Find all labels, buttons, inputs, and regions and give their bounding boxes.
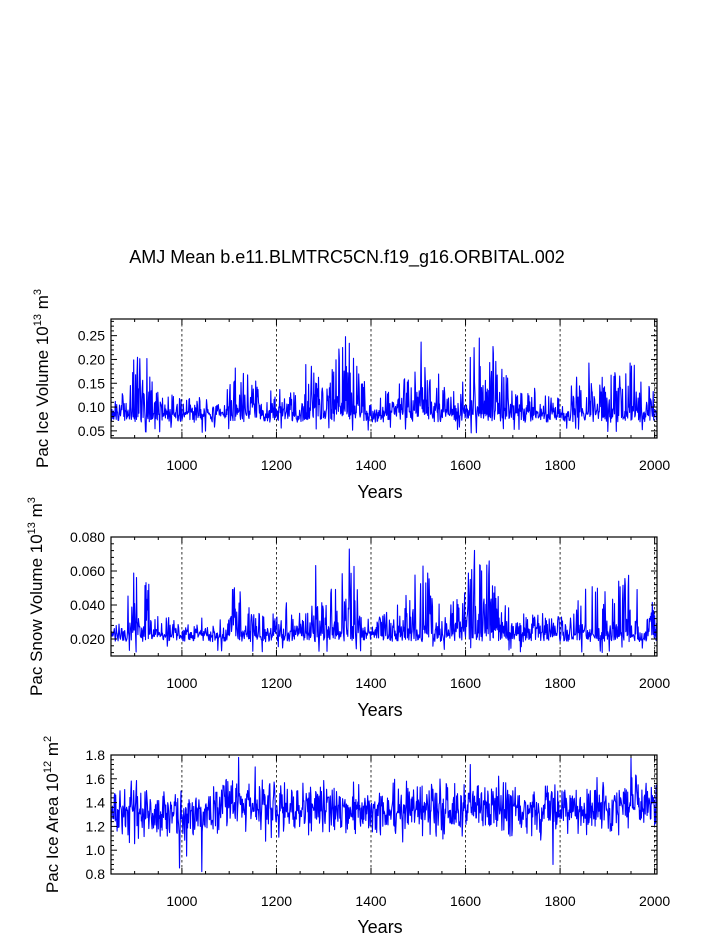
y-tick-label: 0.25: [78, 328, 105, 344]
y-tick-label: 0.05: [78, 423, 105, 439]
panel-snow-volume: 1000 1200 1400 1600 1800 2000 0.020 0.040 0.060 0…: [26, 497, 670, 720]
chart-title: AMJ Mean b.e11.BLMTRC5CN.f19_g16.ORBITAL…: [129, 247, 565, 267]
series-line-volume: [110, 336, 658, 434]
y-tick-label: 1.4: [86, 795, 106, 811]
y-tick-label: 1.2: [86, 818, 106, 834]
y-axis-label: Pac Snow Volume 1013 m3: [26, 497, 46, 696]
y-tick-label: 0.060: [70, 563, 105, 579]
y-tick-label: 1.0: [86, 842, 106, 858]
y-tick-label: 0.20: [78, 351, 105, 367]
y-axis-label: Pac Ice Volume 1013 m3: [32, 289, 52, 468]
y-tick-label: 1.8: [86, 747, 106, 763]
panel-ice-volume: 1000 1200 1400 1600 1800 2000 0.05 0.10 0.15 0.20…: [32, 289, 670, 502]
series-line-snow: [110, 548, 658, 654]
y-tick-label: 0.020: [70, 631, 105, 647]
x-tick-label: 2000: [639, 457, 670, 473]
y-tick-label: 0.080: [70, 529, 105, 545]
x-tick-label: 1600: [450, 675, 481, 691]
x-tick-label: 1200: [261, 893, 292, 909]
panel-ice-area: 1000 1200 1400 1600 1800 2000 0.8 1.0 1.2 1.4 1.6 1…: [42, 736, 670, 935]
y-tick-label: 1.6: [86, 771, 106, 787]
x-tick-label: 1800: [545, 893, 576, 909]
x-tick-label: 1200: [261, 457, 292, 473]
x-tick-label: 1600: [450, 457, 481, 473]
x-tick-label: 1600: [450, 893, 481, 909]
x-axis-label: Years: [357, 482, 402, 502]
x-tick-label: 2000: [639, 893, 670, 909]
plot-frame: [110, 536, 658, 657]
x-tick-label: 1000: [166, 675, 197, 691]
y-tick-label: 0.15: [78, 375, 105, 391]
x-tick-label: 1800: [545, 457, 576, 473]
series-line-area: [110, 756, 658, 873]
y-tick-label: 0.10: [78, 399, 105, 415]
x-tick-label: 1200: [261, 675, 292, 691]
x-tick-label: 1400: [355, 675, 386, 691]
x-axis-label: Years: [357, 700, 402, 720]
x-axis-label: Years: [357, 917, 402, 935]
plot-frame: [110, 754, 658, 875]
x-tick-label: 1400: [355, 893, 386, 909]
x-tick-label: 1000: [166, 457, 197, 473]
x-tick-label: 1000: [166, 893, 197, 909]
x-tick-label: 1800: [545, 675, 576, 691]
x-tick-label: 1400: [355, 457, 386, 473]
x-tick-label: 2000: [639, 675, 670, 691]
y-axis-label: Pac Ice Area 1012 m2: [42, 736, 62, 893]
y-tick-label: 0.8: [86, 866, 106, 882]
y-tick-label: 0.040: [70, 597, 105, 613]
